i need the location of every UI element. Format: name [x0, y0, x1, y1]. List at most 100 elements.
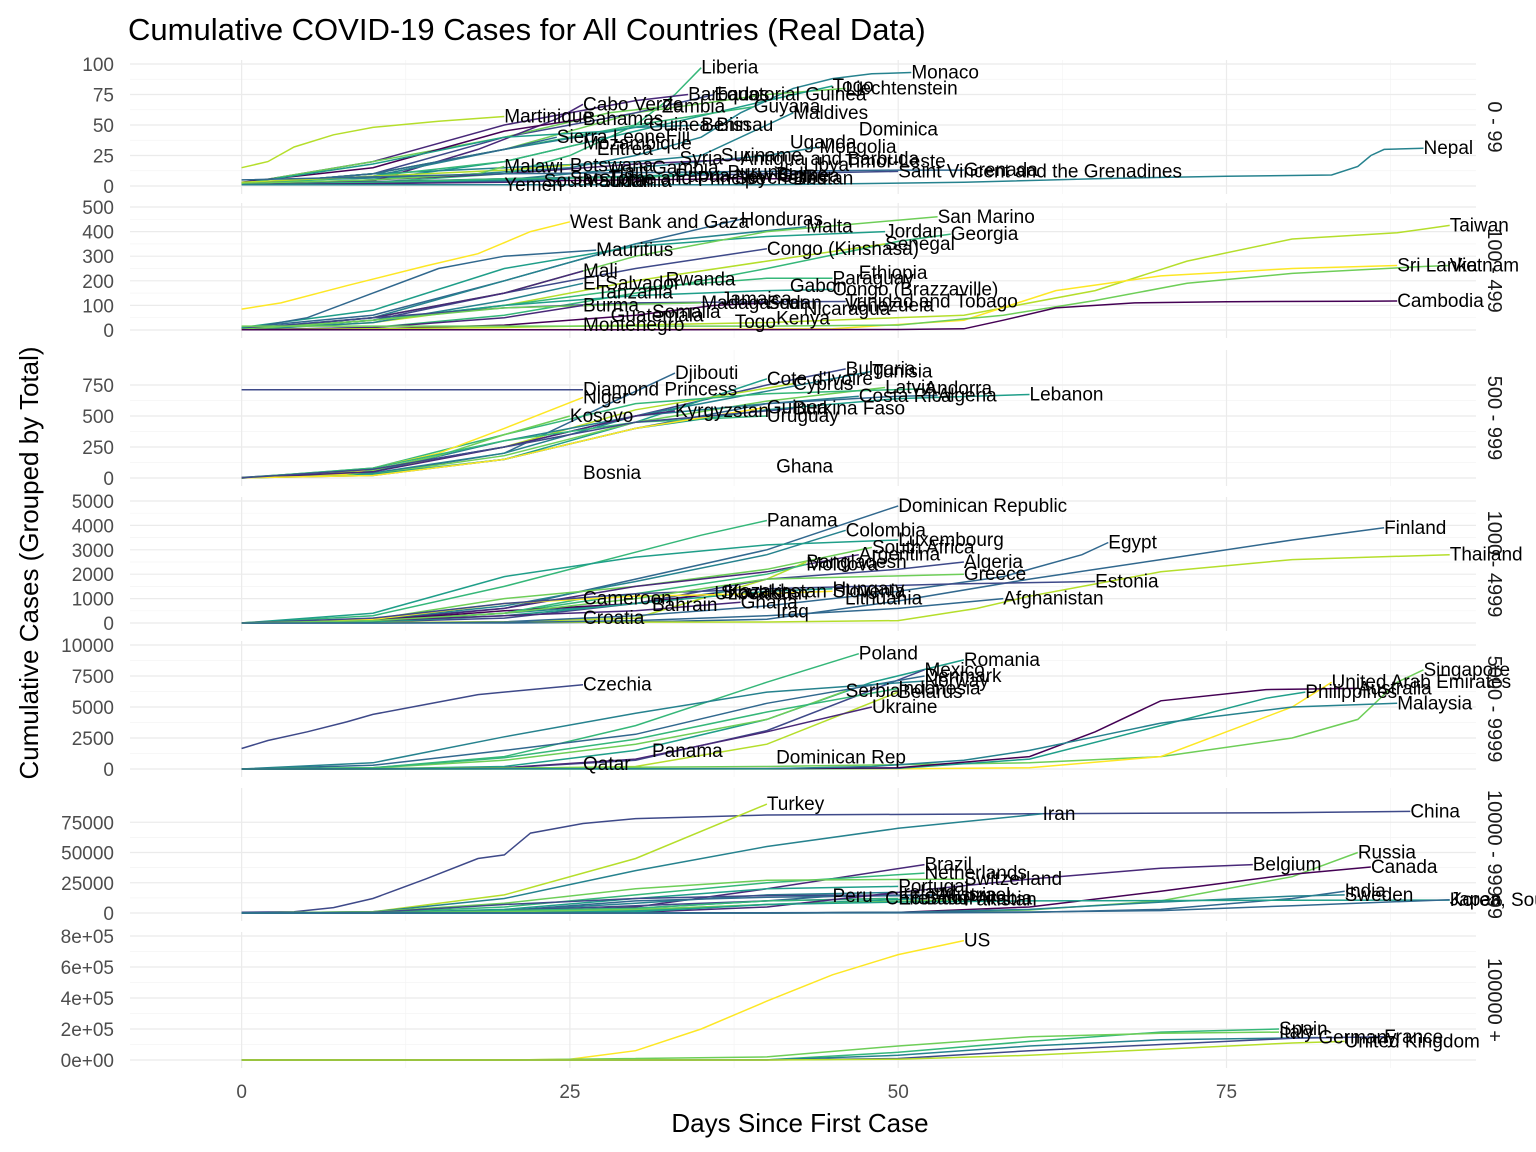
country-label: Fiji	[666, 126, 690, 147]
country-label: Bahrain	[652, 595, 718, 616]
country-label: Ethiopia	[859, 263, 928, 284]
country-label: Martinique	[504, 106, 593, 127]
country-label: Hungary	[833, 579, 905, 600]
country-label: Malaysia	[1397, 693, 1472, 714]
country-label: Lithuania	[845, 589, 923, 610]
country-label: Sudan	[767, 293, 822, 314]
country-label: Ghana	[741, 592, 798, 613]
y-tick-label: 5000	[72, 492, 114, 513]
country-label: Mozambique	[583, 133, 692, 154]
country-label: Germany	[1318, 1028, 1397, 1049]
country-label: Kyrgyzstan	[675, 401, 769, 422]
country-label: Costa Rica	[859, 386, 952, 407]
country-label: Luxembourg	[898, 530, 1004, 551]
country-label: Sri Lanka	[1397, 256, 1478, 277]
country-label: Timor-Leste	[845, 152, 946, 173]
y-tick-label: 100	[82, 55, 114, 76]
country-label: Qatar	[583, 754, 631, 775]
series-line-estonia	[241, 580, 1096, 624]
country-label: Belarus	[898, 682, 962, 703]
country-label: Guyana	[754, 97, 821, 118]
x-axis-title: Days Since First Case	[671, 1108, 928, 1138]
country-label: Honduras	[741, 209, 823, 230]
series-line-luxembourg	[241, 539, 899, 624]
country-label: Taiwan	[1450, 215, 1509, 236]
series-line-vietnam	[241, 264, 1450, 327]
series-line-afghanistan	[241, 597, 1004, 624]
country-label: Senegal	[885, 234, 955, 255]
series-line-mozambique	[241, 142, 584, 186]
country-label: Philippines	[1305, 682, 1397, 703]
y-axis-title: Cumulative Cases (Grouped by Total)	[14, 346, 44, 779]
series-line-denmark	[241, 675, 925, 770]
country-label: Uganda	[790, 132, 857, 153]
country-label: Tanzania	[597, 283, 673, 304]
country-label: Andorra	[924, 379, 992, 400]
country-label: Paraguay	[833, 268, 915, 289]
series-line-panama	[241, 519, 768, 624]
y-tick-label: 75	[93, 86, 114, 107]
y-tick-label: 0	[103, 469, 114, 490]
y-tick-label: 7500	[72, 667, 114, 688]
country-label: Jamaica	[721, 289, 792, 310]
country-label: Gabon	[790, 276, 847, 297]
country-label: Korea, South	[1450, 890, 1536, 911]
country-label: Belgium	[1253, 855, 1322, 876]
series-line-czechia	[241, 683, 584, 750]
country-labels: Dominican Republic Panama ColombiaLuxembou…	[583, 496, 1523, 629]
country-label: Somalia	[652, 302, 721, 323]
series-group	[241, 652, 1424, 770]
y-tick-label: 50000	[61, 844, 114, 865]
country-label: South Africa	[872, 537, 975, 558]
country-label: Botswana	[570, 155, 654, 176]
country-label: Bosnia	[583, 463, 642, 484]
series-line-thailand	[241, 553, 1450, 624]
country-label: Pakistan	[964, 890, 1037, 911]
country-label: Estonia	[1095, 572, 1159, 593]
y-tick-label: 4e+05	[61, 989, 114, 1010]
country-label: India	[1345, 881, 1387, 902]
y-tick-label: 0	[103, 614, 114, 635]
country-label: Poland	[859, 644, 918, 665]
country-label: Romania	[964, 650, 1040, 671]
y-tick-label: 4000	[72, 516, 114, 537]
country-label: Haiti	[611, 161, 649, 182]
y-tick-label: 8e+05	[61, 927, 114, 948]
y-tick-label: 75000	[61, 813, 114, 834]
country-label: Ecuador	[898, 888, 969, 909]
country-label: Iran	[1043, 804, 1076, 825]
country-label: Peru	[833, 886, 873, 907]
country-label: Canada	[1371, 857, 1438, 878]
country-label: El Salvador	[583, 273, 681, 294]
country-label: Cote d'Ivoire	[767, 369, 873, 390]
series-line-us	[241, 939, 965, 1061]
country-label: Guinea	[767, 397, 829, 418]
chart-title: Cumulative COVID-19 Cases for All Countr…	[128, 12, 926, 47]
series-group	[241, 67, 1424, 186]
country-label: Slovakia	[721, 582, 793, 603]
country-label: Portugal	[898, 876, 969, 897]
country-label: Chile	[885, 888, 928, 909]
country-label: Seychelles	[735, 168, 827, 189]
country-label: Bahamas	[583, 109, 663, 130]
country-label: Singapore	[1423, 660, 1510, 681]
series-group	[241, 368, 1030, 479]
country-label: Colombia	[846, 520, 927, 541]
facet-strip-label: 1000 - 4999	[1483, 511, 1505, 618]
country-label: Malta	[806, 217, 853, 238]
country-label: Burundi	[727, 163, 793, 184]
panel-0: 0 25 50 75 100 Liberia Monaco TogoLiechtenstein…	[82, 55, 1505, 198]
facet-strip-label: 0 - 99	[1483, 101, 1505, 152]
country-label: Ireland	[898, 882, 956, 903]
series-line-japan	[241, 898, 1450, 914]
y-tick-label: 100	[82, 296, 114, 317]
country-label: Libya	[804, 155, 850, 176]
series-group	[241, 216, 1450, 331]
y-tick-label: 0	[103, 760, 114, 781]
country-label: Diamond Princess	[583, 380, 737, 401]
